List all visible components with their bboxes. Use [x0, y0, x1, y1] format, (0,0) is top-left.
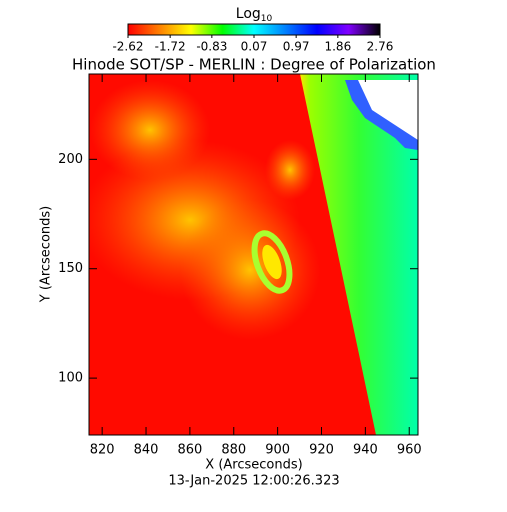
- x-tick-label: 840: [134, 443, 159, 458]
- y-axis-label: Y (Arcseconds): [39, 206, 54, 303]
- chart-title: Hinode SOT/SP - MERLIN : Degree of Polar…: [72, 56, 436, 74]
- x-tick-label: 820: [90, 443, 115, 458]
- sunspot-core: [262, 244, 282, 280]
- colorbar-tick-label: -2.62: [112, 40, 143, 54]
- y-tick-label: 150: [58, 261, 83, 276]
- x-tick-label: 860: [177, 443, 202, 458]
- y-tick-label: 200: [58, 152, 83, 167]
- sunspot: [251, 230, 293, 294]
- colorbar-label-main: Log: [236, 6, 261, 22]
- timestamp: 13-Jan-2025 12:00:26.323: [168, 474, 339, 489]
- x-tick-label: 920: [309, 443, 334, 458]
- colorbar-tick-label: -1.72: [155, 40, 186, 54]
- image: [89, 74, 418, 435]
- plot-frame: [88, 73, 419, 436]
- y-tick-label: 100: [58, 371, 83, 386]
- colorbar-label-sub: 10: [261, 14, 273, 24]
- limb: [300, 74, 418, 435]
- x-tick-label: 900: [265, 443, 290, 458]
- colorbar-label: Log10: [236, 6, 273, 24]
- colorbar-tick-label: 0.07: [241, 40, 268, 54]
- plage: [90, 80, 210, 180]
- no-data: [358, 80, 418, 140]
- colorbar-tick-label: 2.76: [367, 40, 394, 54]
- x-axis-label: X (Arcseconds): [205, 458, 302, 473]
- x-tick-label: 960: [397, 443, 422, 458]
- colorbar-tick-label: 1.86: [324, 40, 351, 54]
- x-tick-label: 940: [353, 443, 378, 458]
- colorbar-tick-label: -0.83: [196, 40, 227, 54]
- plage: [180, 200, 320, 340]
- plage: [265, 140, 315, 200]
- colorbar-tick-label: 0.97: [283, 40, 310, 54]
- x-tick-label: 880: [221, 443, 246, 458]
- colorbar: [127, 23, 381, 36]
